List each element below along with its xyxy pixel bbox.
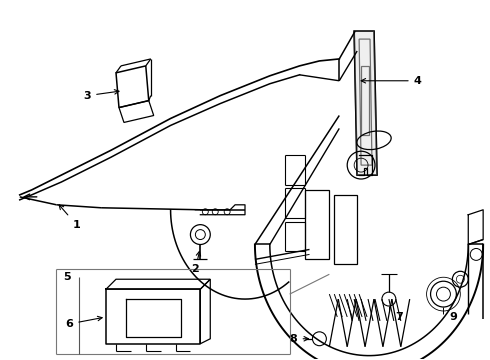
Text: 4: 4 — [361, 76, 421, 86]
Polygon shape — [354, 31, 377, 175]
Text: 8: 8 — [290, 334, 309, 344]
Text: 1: 1 — [59, 205, 80, 230]
Text: 5: 5 — [63, 272, 71, 282]
Text: 3: 3 — [84, 90, 119, 101]
Text: 6: 6 — [66, 316, 102, 329]
Text: 2: 2 — [192, 251, 200, 274]
Text: 7: 7 — [395, 312, 403, 322]
Text: 9: 9 — [449, 312, 457, 322]
